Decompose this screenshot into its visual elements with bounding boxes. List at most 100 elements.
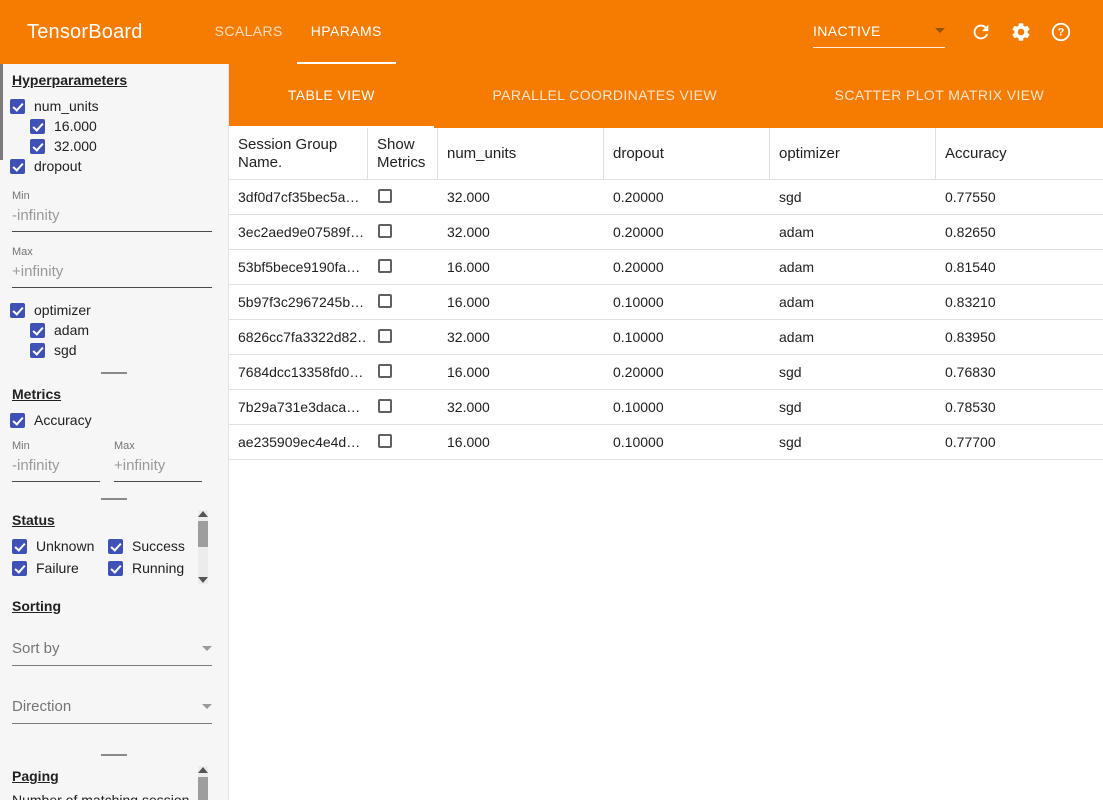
- col-num-units[interactable]: num_units: [438, 128, 604, 179]
- scrollbar-thumb[interactable]: [198, 777, 208, 800]
- value-label: 16.000: [54, 118, 97, 134]
- max-label: Max: [114, 440, 135, 452]
- tab-scatter-plot-matrix-view[interactable]: SCATTER PLOT MATRIX VIEW: [834, 87, 1045, 103]
- status-label: Running: [132, 560, 185, 576]
- scroll-up-icon[interactable]: [198, 511, 208, 517]
- num-units-16-checkbox[interactable]: 16.000: [30, 116, 218, 136]
- checkbox-checked-icon: [12, 538, 27, 554]
- optimizer-value: adam: [779, 329, 815, 345]
- session-group-name: 3ec2aed9e07589f…: [238, 224, 365, 240]
- table-row: 3ec2aed9e07589f… 32.000 0.20000 adam 0.8…: [229, 215, 1103, 250]
- checkbox-checked-icon: [108, 560, 123, 576]
- col-show-metrics[interactable]: Show Metrics: [368, 128, 438, 179]
- scroll-down-icon[interactable]: [198, 577, 208, 583]
- sort-by-dropdown[interactable]: Sort by: [12, 640, 212, 666]
- direction-dropdown[interactable]: Direction: [12, 698, 212, 724]
- direction-placeholder: Direction: [12, 698, 72, 715]
- accuracy-max-input[interactable]: [114, 455, 202, 482]
- status-running-checkbox[interactable]: Running: [108, 558, 194, 578]
- accuracy-value: 0.76830: [945, 364, 996, 380]
- tab-scalars[interactable]: SCALARS: [214, 23, 283, 39]
- refresh-button[interactable]: [961, 12, 1001, 52]
- tab-parallel-coordinates-view[interactable]: PARALLEL COORDINATES VIEW: [492, 87, 717, 103]
- table-row: 6826cc7fa3322d82… 32.000 0.10000 adam 0.…: [229, 320, 1103, 355]
- section-resize-handle[interactable]: [0, 368, 228, 378]
- hparam-dropout-checkbox[interactable]: dropout: [10, 156, 218, 176]
- hparam-num-units-checkbox[interactable]: num_units: [10, 96, 218, 116]
- col-session-group-name[interactable]: Session Group Name.: [229, 128, 368, 179]
- accuracy-value: 0.83210: [945, 294, 996, 310]
- show-metrics-checkbox[interactable]: [378, 363, 392, 378]
- toolbar-actions: INACTIVE ?: [813, 0, 1103, 64]
- min-label: Min: [12, 190, 30, 202]
- status-unknown-checkbox[interactable]: Unknown: [12, 536, 108, 556]
- scrollbar-thumb[interactable]: [0, 64, 3, 160]
- col-accuracy[interactable]: Accuracy: [945, 144, 1007, 162]
- scrollbar-thumb[interactable]: [198, 521, 208, 547]
- checkbox-checked-icon: [10, 158, 25, 174]
- show-metrics-checkbox[interactable]: [378, 258, 392, 273]
- accuracy-value: 0.81540: [945, 259, 996, 275]
- table-row: 7684dcc13358fd0… 16.000 0.20000 sgd 0.76…: [229, 355, 1103, 390]
- hparam-label: num_units: [34, 98, 99, 114]
- show-metrics-checkbox[interactable]: [378, 188, 392, 203]
- session-group-name: 5b97f3c2967245b…: [238, 294, 365, 310]
- metric-label: Accuracy: [34, 412, 92, 428]
- col-dropout[interactable]: dropout: [604, 128, 770, 179]
- help-button[interactable]: ?: [1041, 12, 1081, 52]
- gear-icon: [1012, 23, 1030, 41]
- num-units-value: 16.000: [447, 294, 490, 310]
- optimizer-value: adam: [779, 259, 815, 275]
- status-failure-checkbox[interactable]: Failure: [12, 558, 108, 578]
- table-row: ae235909ec4e4d… 16.000 0.10000 sgd 0.777…: [229, 425, 1103, 460]
- dropout-max-input[interactable]: [12, 261, 212, 288]
- num-units-32-checkbox[interactable]: 32.000: [30, 136, 218, 156]
- top-toolbar: TensorBoard SCALARS HPARAMS INACTIVE: [0, 0, 1103, 64]
- dropout-value: 0.20000: [613, 224, 664, 240]
- accuracy-min-input[interactable]: [12, 455, 100, 482]
- optimizer-value: sgd: [779, 434, 802, 450]
- settings-button[interactable]: [1001, 12, 1041, 52]
- status-scrollbar[interactable]: [198, 510, 208, 584]
- run-status-value: INACTIVE: [813, 22, 881, 39]
- num-units-value: 16.000: [447, 364, 490, 380]
- optimizer-adam-checkbox[interactable]: adam: [30, 320, 218, 340]
- dropout-value: 0.10000: [613, 294, 664, 310]
- num-units-value: 32.000: [447, 189, 490, 205]
- show-metrics-checkbox[interactable]: [378, 398, 392, 413]
- svg-text:?: ?: [1058, 27, 1065, 39]
- tab-table-view[interactable]: TABLE VIEW: [229, 64, 434, 128]
- optimizer-value: adam: [779, 294, 815, 310]
- accuracy-max-field: Max: [114, 440, 202, 482]
- section-resize-handle[interactable]: [0, 750, 228, 760]
- show-metrics-checkbox[interactable]: [378, 293, 392, 308]
- status-options: Unknown Success Failure Running: [12, 536, 194, 578]
- value-label: adam: [54, 322, 90, 338]
- hparam-optimizer-checkbox[interactable]: optimizer: [10, 300, 218, 320]
- col-optimizer[interactable]: optimizer: [770, 128, 936, 179]
- dropout-min-input[interactable]: [12, 205, 212, 232]
- paging-heading: Paging: [12, 768, 59, 784]
- run-status-dropdown[interactable]: INACTIVE: [813, 23, 945, 48]
- show-metrics-checkbox[interactable]: [378, 328, 392, 343]
- metric-accuracy-checkbox[interactable]: Accuracy: [10, 410, 218, 430]
- checkbox-checked-icon: [30, 138, 45, 154]
- checkbox-checked-icon: [10, 302, 25, 318]
- show-metrics-checkbox[interactable]: [378, 223, 392, 238]
- section-resize-handle[interactable]: [0, 494, 228, 504]
- max-label: Max: [12, 246, 33, 258]
- hparam-label: dropout: [34, 158, 82, 174]
- dropout-value: 0.20000: [613, 189, 664, 205]
- checkbox-checked-icon: [10, 98, 25, 114]
- show-metrics-checkbox[interactable]: [378, 433, 392, 448]
- view-tabs: TABLE VIEW PARALLEL COORDINATES VIEW SCA…: [229, 64, 1103, 128]
- table-row: 3df0d7cf35bec5a… 32.000 0.20000 sgd 0.77…: [229, 180, 1103, 215]
- status-success-checkbox[interactable]: Success: [108, 536, 194, 556]
- scroll-up-icon[interactable]: [198, 767, 208, 773]
- tab-hparams[interactable]: HPARAMS: [296, 0, 396, 64]
- metric-minmax-row: Min Max: [10, 440, 218, 482]
- optimizer-sgd-checkbox[interactable]: sgd: [30, 340, 218, 360]
- paging-scrollbar[interactable]: [198, 766, 208, 800]
- paging-section: Paging Number of matching session groups…: [0, 760, 228, 800]
- sort-by-placeholder: Sort by: [12, 640, 60, 657]
